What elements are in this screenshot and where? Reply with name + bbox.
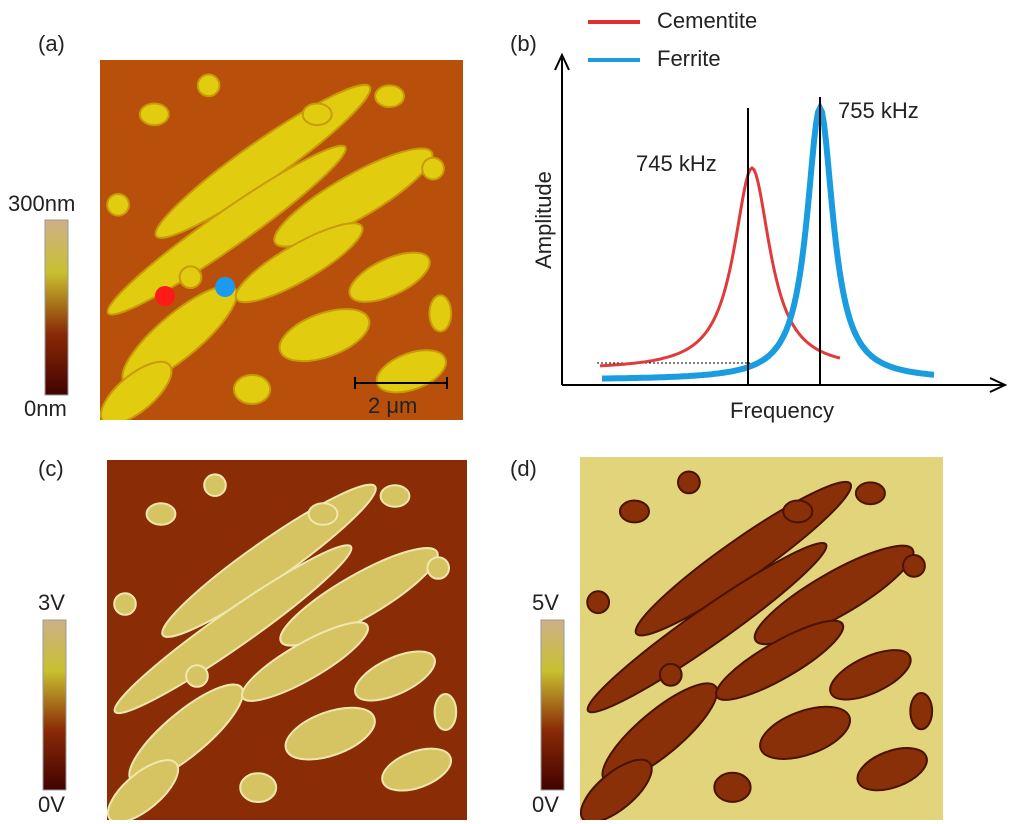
cementite-marker: [155, 286, 175, 306]
figure: (a) (b) (c) (d) 2 μm 300nm 0nm 3V 0V 5V …: [0, 0, 1009, 824]
grain: [422, 158, 444, 180]
ferrite-marker: [215, 277, 235, 297]
panel-label: (b): [510, 31, 537, 56]
grain: [429, 295, 451, 331]
page: (a) (b) (c) (d) 2 μm 300nm 0nm 3V 0V 5V …: [0, 0, 1009, 824]
grain: [620, 501, 649, 523]
grain: [186, 665, 208, 687]
grain: [660, 664, 682, 686]
grain: [783, 501, 812, 523]
y-axis-label: Amplitude: [531, 171, 556, 269]
colorbar-min: 0V: [38, 792, 65, 817]
grain: [140, 103, 169, 125]
grain: [198, 74, 220, 96]
grain: [375, 85, 404, 107]
legend-label: Ferrite: [657, 46, 721, 71]
grain: [381, 485, 410, 507]
grain: [234, 375, 270, 404]
grain: [678, 472, 700, 494]
afm-image: [98, 460, 467, 824]
grain: [303, 103, 332, 125]
colorbar-max: 3V: [38, 590, 65, 615]
grain: [240, 773, 276, 802]
panel-label: (c): [38, 456, 64, 481]
grain: [903, 555, 925, 577]
scale-bar-label: 2 μm: [368, 393, 417, 418]
grain: [910, 693, 932, 729]
colorbar: [43, 620, 66, 790]
legend-label: Cementite: [657, 8, 757, 33]
panel-label: (a): [38, 31, 65, 56]
grain: [435, 694, 457, 730]
colorbar-min: 0nm: [24, 396, 67, 421]
colorbar-max: 5V: [532, 590, 559, 615]
afm-image: [91, 60, 463, 435]
colorbar: [541, 620, 564, 790]
afm-image: [571, 457, 943, 824]
peak-annotation: 745 kHz: [636, 151, 717, 176]
grain: [107, 194, 129, 216]
grain: [856, 482, 885, 504]
grain: [180, 266, 202, 288]
colorbar-min: 0V: [532, 792, 559, 817]
panel-label: (d): [510, 456, 537, 481]
x-axis-label: Frequency: [730, 398, 834, 423]
colorbar: [45, 220, 68, 395]
grain: [427, 557, 449, 579]
grain: [147, 503, 176, 525]
colorbar-max: 300nm: [8, 191, 75, 216]
peak-annotation: 755 kHz: [838, 98, 919, 123]
grain: [114, 593, 136, 615]
grain: [309, 503, 338, 525]
grain: [204, 474, 226, 496]
grain: [714, 773, 750, 802]
grain: [587, 591, 609, 613]
